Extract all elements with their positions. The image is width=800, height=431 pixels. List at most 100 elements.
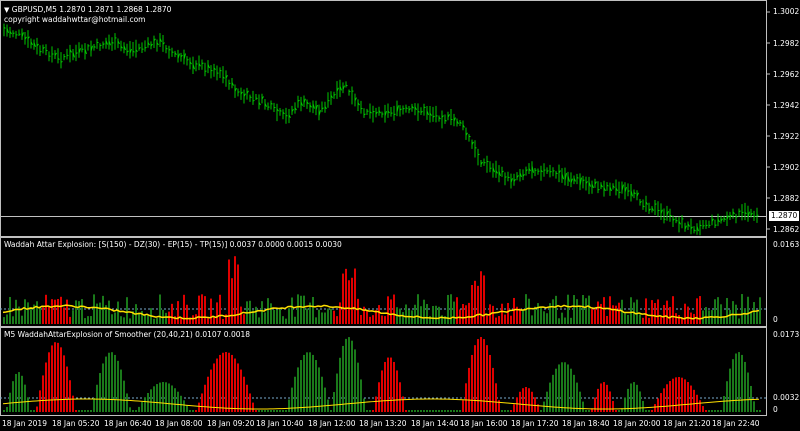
histogram-bar — [714, 410, 716, 412]
histogram-bar — [33, 410, 35, 412]
histogram-bar — [138, 406, 140, 412]
price-bar-tick — [195, 63, 198, 65]
price-bar-tick — [333, 93, 336, 96]
histogram-bar — [564, 317, 566, 324]
histogram-bar — [135, 410, 137, 412]
histogram-bar — [573, 295, 575, 324]
histogram-bar — [720, 304, 722, 324]
histogram-bar — [225, 352, 227, 412]
histogram-bar — [330, 308, 332, 324]
histogram-bar — [582, 295, 584, 324]
price-bar-tick — [252, 100, 255, 102]
histogram-bar — [264, 312, 266, 324]
histogram-bar — [276, 410, 278, 412]
price-bar-tick — [282, 111, 285, 115]
histogram-bar — [90, 410, 92, 412]
histogram-bar — [51, 299, 53, 324]
price-bar-tick — [690, 226, 693, 230]
histogram-bar — [114, 354, 116, 412]
histogram-bar — [189, 317, 191, 324]
price-bar-tick — [159, 38, 162, 42]
histogram-bar — [579, 306, 581, 324]
dropdown-triangle-icon[interactable]: ▼ — [4, 6, 10, 14]
histogram-bar — [588, 410, 590, 412]
histogram-bar — [57, 342, 59, 412]
price-bar-tick — [702, 225, 705, 227]
price-bar-tick — [366, 110, 369, 112]
price-bar-tick — [291, 108, 294, 112]
histogram-bar — [390, 357, 392, 412]
price-bar-tick — [429, 112, 432, 116]
price-bar-tick — [111, 42, 114, 44]
histogram-bar — [426, 410, 428, 412]
histogram-bar — [444, 316, 446, 324]
histogram-bar — [690, 385, 692, 412]
histogram-bar — [417, 294, 419, 324]
time-label: 18 Jan 17:20 — [511, 419, 559, 428]
histogram-bar — [528, 298, 530, 324]
price-bar-tick — [513, 178, 516, 182]
histogram-bar — [315, 360, 317, 412]
histogram-bar — [126, 393, 128, 412]
histogram-bar — [102, 363, 104, 412]
price-bar-tick — [654, 203, 657, 205]
histogram-bar — [108, 300, 110, 324]
price-bar-tick — [558, 170, 561, 174]
histogram-bar — [639, 314, 641, 324]
histogram-bar — [633, 382, 635, 412]
price-bar-tick — [342, 85, 345, 90]
price-bar-tick — [108, 40, 111, 46]
histogram-bar — [402, 312, 404, 324]
price-bar-tick — [99, 44, 102, 47]
histogram-bar — [672, 378, 674, 412]
price-bar-tick — [531, 165, 534, 173]
histogram-bar — [318, 367, 320, 412]
histogram-bar — [543, 401, 545, 412]
price-bar-tick — [501, 170, 504, 173]
histogram-bar — [297, 294, 299, 324]
price-bar-tick — [306, 101, 309, 105]
indicator2-axis-zero: 0 — [773, 405, 778, 414]
histogram-bar — [423, 299, 425, 324]
histogram-bar — [354, 349, 356, 412]
histogram-bar — [495, 317, 497, 324]
histogram-bar — [501, 303, 503, 324]
histogram-bar — [702, 406, 704, 412]
time-label: 18 Jan 21:20 — [663, 419, 711, 428]
histogram-bar — [336, 373, 338, 412]
price-bar-tick — [297, 99, 300, 102]
histogram-bar — [120, 316, 122, 324]
histogram-bar — [117, 360, 119, 412]
histogram-bar — [537, 404, 539, 412]
histogram-bar — [681, 377, 683, 412]
histogram-bar — [336, 316, 338, 324]
histogram-bar — [726, 298, 728, 324]
histogram-bar — [396, 370, 398, 412]
histogram-bar — [441, 410, 443, 412]
histogram-bar — [627, 314, 629, 324]
histogram-bar — [324, 387, 326, 412]
histogram-bar — [111, 352, 113, 412]
histogram-bar — [126, 297, 128, 324]
copyright-text: copyright waddahwttar@hotmail.com — [4, 15, 146, 24]
histogram-bar — [354, 268, 356, 324]
histogram-bar — [378, 305, 380, 324]
price-bar-tick — [633, 191, 636, 195]
histogram-bar — [447, 410, 449, 412]
histogram-bar — [699, 400, 701, 412]
histogram-bar — [66, 299, 68, 324]
price-bar-tick — [354, 97, 357, 101]
price-bar-tick — [438, 117, 441, 120]
price-bar-tick — [693, 229, 696, 232]
histogram-bar — [738, 352, 740, 412]
histogram-bar — [741, 354, 743, 412]
price-bar-tick — [720, 218, 723, 222]
histogram-bar — [84, 318, 86, 324]
explosion-line — [2, 398, 760, 410]
histogram-bar — [144, 397, 146, 412]
histogram-bar — [123, 380, 125, 412]
histogram-bar — [324, 312, 326, 324]
price-bar-tick — [27, 36, 30, 39]
price-bar-tick — [324, 106, 327, 110]
